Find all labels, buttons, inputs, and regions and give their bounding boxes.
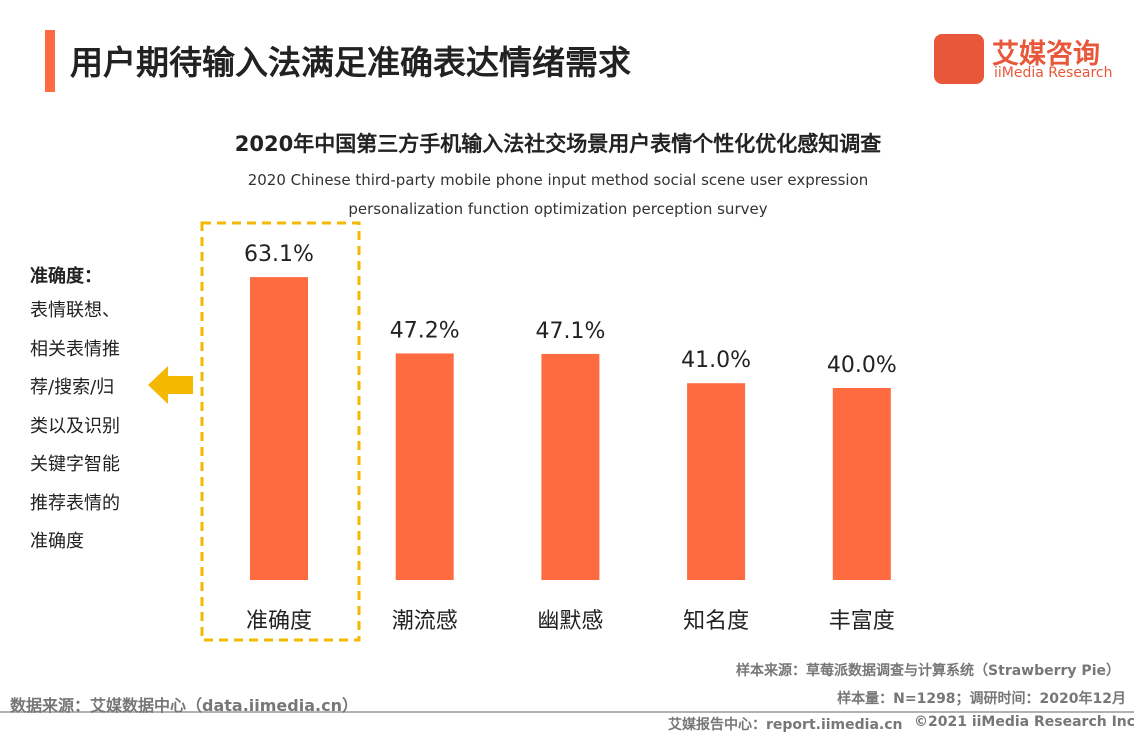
value-label: 41.0%: [681, 348, 751, 373]
chart-title: 2020年中国第三方手机输入法社交场景用户表情个性化优化感知调查: [234, 132, 882, 156]
sample-source: 样本来源：草莓派数据调查与计算系统（Strawberry Pie）: [736, 663, 1120, 679]
annotation-line: 荐/搜索/归: [30, 377, 115, 398]
annotation-line: 表情联想、: [30, 300, 120, 321]
value-label: 40.0%: [827, 353, 897, 378]
value-label: 47.2%: [390, 318, 460, 343]
chart-subtitle: 2020 Chinese third-party mobile phone in…: [247, 171, 869, 218]
sample-size: 样本量：N=1298；调研时间：2020年12月: [837, 691, 1126, 707]
bar: [250, 277, 308, 580]
data-source: 数据来源：艾媒数据中心（data.iimedia.cn）: [10, 696, 358, 715]
annotation-title: 准确度：: [30, 266, 102, 287]
bar: [832, 388, 891, 580]
report-link: 艾媒报告中心：report.iimedia.cn: [668, 717, 903, 733]
logo-icon: [934, 34, 984, 84]
annotation-line: 相关表情推: [30, 338, 120, 360]
annotation-line: 类以及识别: [30, 415, 120, 437]
value-label: 63.1%: [244, 242, 314, 267]
x-tick-label: 丰富度: [829, 609, 895, 634]
copyright: ©2021 iiMedia Research Inc: [914, 714, 1134, 730]
highlight-box: [200, 221, 361, 642]
annotation-body: 表情联想、相关表情推荐/搜索/归 类以及识别关键字智能推荐表情的准确度: [30, 292, 120, 562]
bar: [541, 353, 600, 580]
arrow: [148, 366, 193, 404]
x-tick-label: 潮流感: [392, 609, 458, 634]
logo-sub: iiMedia Research: [994, 65, 1113, 81]
value-label: 47.1%: [535, 319, 605, 344]
x-tick-label: 知名度: [683, 609, 749, 634]
x-tick-label: 准确度: [246, 609, 312, 634]
annotation-line: 准确度: [30, 531, 84, 552]
logo-name: 艾媒咨询: [992, 39, 1100, 70]
annotation-line: 关键字智能: [30, 454, 120, 475]
page-title: 用户期待输入法满足准确表达情绪需求: [70, 43, 631, 82]
bar: [395, 353, 454, 580]
bar: [687, 383, 746, 580]
title-accent: [45, 30, 55, 92]
annotation-line: 推荐表情的: [30, 492, 120, 514]
x-tick-label: 幽默感: [537, 609, 603, 634]
